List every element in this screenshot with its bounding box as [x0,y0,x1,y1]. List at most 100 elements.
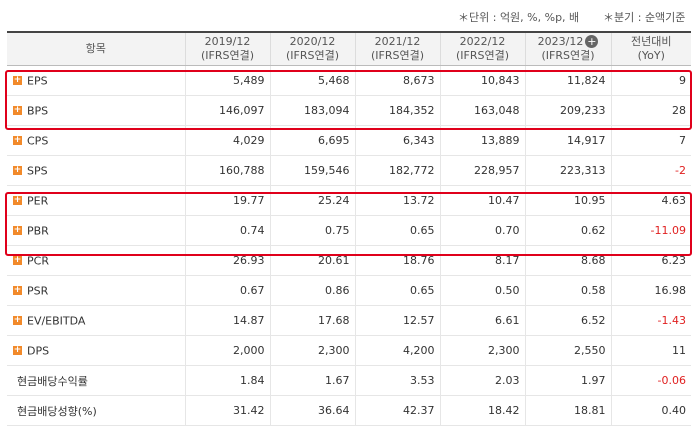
yoy-cell: 0.40 [610,395,691,426]
value-cell: 31.42 [184,395,270,426]
header-item: 항목 [7,31,185,66]
value-cell: 0.50 [439,275,525,306]
yoy-cell: -2 [610,155,691,186]
value-cell: 14.87 [184,305,270,336]
header-yoy-label: 전년대비 [631,35,672,48]
value-cell: 0.65 [354,275,440,306]
yoy-cell: -11.09 [610,215,691,246]
table-row: + PCR 26.93 20.61 18.76 8.17 8.68 6.23 [7,245,691,276]
row-label: EV/EBITDA [27,314,86,328]
table-row: + PSR 0.67 0.86 0.65 0.50 0.58 16.98 [7,275,691,306]
header-basis: (IFRS연결) [370,49,425,62]
value-cell: 0.75 [269,215,355,246]
expand-row-icon[interactable]: + [13,165,22,176]
expand-row-icon[interactable]: + [13,255,22,266]
value-cell: 4,029 [184,125,270,156]
value-cell: 6,343 [354,125,440,156]
expand-row-icon[interactable]: + [13,315,22,326]
header-col-yoy: 전년대비 (YoY) [610,31,691,66]
value-cell: 159,546 [269,155,355,186]
value-cell: 2.03 [439,365,525,396]
row-label-cell[interactable]: + PSR [7,275,185,306]
table-row: 현금배당성향(%) 31.42 36.64 42.37 18.42 18.81 0.40 [7,395,691,426]
financial-ratio-table: 항목 2019/12 (IFRS연결) 2020/12 (IFRS연결) 2021/… [7,31,691,426]
table-row: + EPS 5,489 5,468 8,673 10,843 11,824 9 [7,65,691,96]
header-col-2019: 2019/12 (IFRS연결) [184,31,270,66]
value-cell: 183,094 [269,95,355,126]
row-label-cell[interactable]: + PCR [7,245,185,276]
value-cell: 36.64 [269,395,355,426]
value-cell: 2,000 [184,335,270,366]
header-basis: (IFRS연결) [285,49,340,62]
header-period: 2021/12 [374,35,421,48]
value-cell: 6.52 [524,305,611,336]
value-cell: 209,233 [524,95,611,126]
header-item-label: 항목 [85,42,106,55]
yoy-cell: 16.98 [610,275,691,306]
row-label: CPS [27,134,49,148]
table-row: + PER 19.77 25.24 13.72 10.47 10.95 4.63 [7,185,691,216]
value-cell: 18.76 [354,245,440,276]
table-row: + PBR 0.74 0.75 0.65 0.70 0.62 -11.09 [7,215,691,246]
header-col-2021: 2021/12 (IFRS연결) [354,31,440,66]
row-label-cell[interactable]: + EV/EBITDA [7,305,185,336]
table-row: + EV/EBITDA 14.87 17.68 12.57 6.61 6.52 -1.43 [7,305,691,336]
value-cell: 5,489 [184,65,270,96]
table-header-row: 항목 2019/12 (IFRS연결) 2020/12 (IFRS연결) 2021/… [7,31,691,66]
table-row: + DPS 2,000 2,300 4,200 2,300 2,550 11 [7,335,691,366]
value-cell: 12.57 [354,305,440,336]
row-label-cell[interactable]: + SPS [7,155,185,186]
header-period: 2022/12 [459,35,506,48]
row-label: PCR [27,254,49,268]
expand-row-icon[interactable]: + [13,105,22,116]
value-cell: 11,824 [524,65,611,96]
header-col-2022: 2022/12 (IFRS연결) [439,31,525,66]
value-cell: 160,788 [184,155,270,186]
value-cell: 0.74 [184,215,270,246]
value-cell: 182,772 [354,155,440,186]
expand-row-icon[interactable]: + [13,75,22,86]
header-col-2020: 2020/12 (IFRS연결) [269,31,355,66]
row-label-cell[interactable]: + EPS [7,65,185,96]
value-cell: 146,097 [184,95,270,126]
value-cell: 10.95 [524,185,611,216]
row-label-cell[interactable]: + CPS [7,125,185,156]
value-cell: 1.84 [184,365,270,396]
value-cell: 18.81 [524,395,611,426]
value-cell: 14,917 [524,125,611,156]
unit-note: ＊단위 : 억원, %, %p, 배 [458,11,580,24]
row-label: BPS [27,104,49,118]
value-cell: 2,300 [439,335,525,366]
row-label: 현금배당성향(%) [17,404,97,418]
expand-row-icon[interactable]: + [13,195,22,206]
row-label-cell[interactable]: + BPS [7,95,185,126]
table-row: + CPS 4,029 6,695 6,343 13,889 14,917 7 [7,125,691,156]
expand-row-icon[interactable]: + [13,345,22,356]
value-cell: 10,843 [439,65,525,96]
header-basis: (IFRS연결) [541,49,595,62]
value-cell: 0.86 [269,275,355,306]
row-label-cell: 현금배당성향(%) [7,395,185,426]
row-label: PSR [27,284,49,298]
expand-columns-icon[interactable]: + [585,35,599,48]
header-period: 2020/12 [289,35,336,48]
row-label-cell[interactable]: + PBR [7,215,185,246]
value-cell: 8,673 [354,65,440,96]
value-cell: 1.67 [269,365,355,396]
value-cell: 0.58 [524,275,611,306]
value-cell: 26.93 [184,245,270,276]
row-label-cell[interactable]: + PER [7,185,185,216]
value-cell: 8.17 [439,245,525,276]
row-label: DPS [27,344,50,358]
row-label-cell[interactable]: + DPS [7,335,185,366]
value-cell: 13.72 [354,185,440,216]
yoy-cell: 7 [610,125,691,156]
value-cell: 0.65 [354,215,440,246]
value-cell: 19.77 [184,185,270,216]
value-cell: 1.97 [524,365,611,396]
row-label: SPS [27,164,48,178]
value-cell: 42.37 [354,395,440,426]
expand-row-icon[interactable]: + [13,135,22,146]
expand-row-icon[interactable]: + [13,225,22,236]
expand-row-icon[interactable]: + [13,285,22,296]
